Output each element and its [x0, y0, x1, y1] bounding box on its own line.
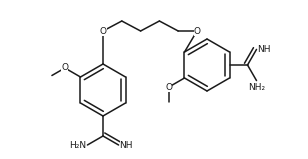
Text: O: O: [165, 83, 172, 91]
Text: NH: NH: [120, 141, 133, 149]
Text: O: O: [99, 27, 107, 35]
Text: O: O: [61, 63, 68, 73]
Text: NH: NH: [257, 45, 271, 54]
Text: NH₂: NH₂: [248, 83, 265, 92]
Text: O: O: [193, 27, 201, 35]
Text: H₂N: H₂N: [69, 141, 87, 149]
